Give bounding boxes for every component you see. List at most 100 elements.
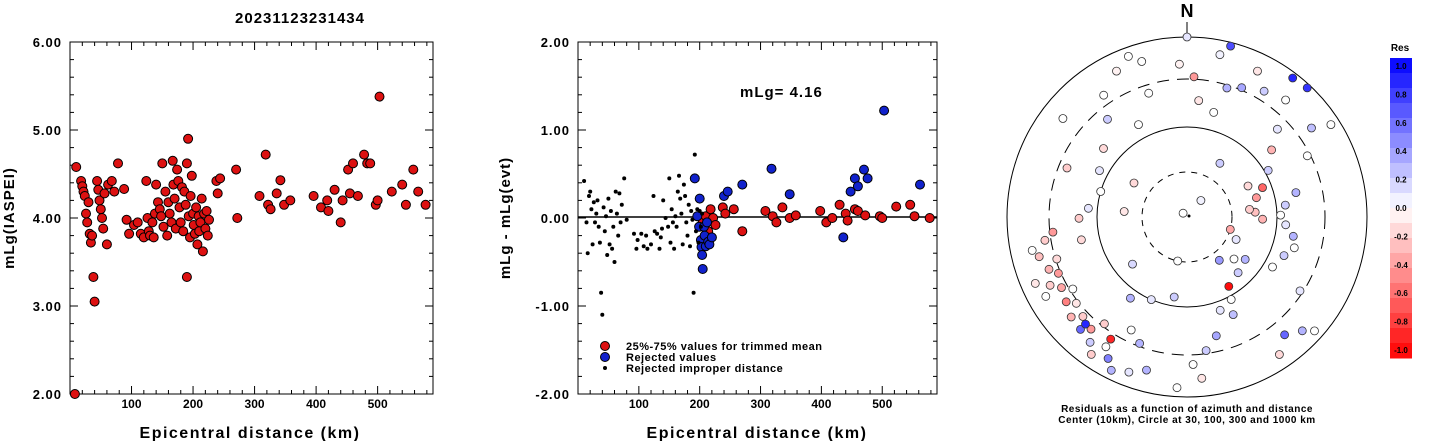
data-point-series-0 bbox=[106, 176, 117, 186]
colorbar-cell bbox=[1390, 238, 1412, 254]
residual-point bbox=[1052, 254, 1062, 264]
chart-magnitude-vs-distance: 100 200 300 400 500 2.00 3.00 4.00 5.00 6.00 Epi… bbox=[1, 35, 434, 442]
residual-point bbox=[1273, 124, 1282, 134]
residual-point bbox=[1048, 227, 1058, 237]
data-point-series-0 bbox=[260, 149, 271, 160]
data-point-series-2 bbox=[645, 246, 650, 251]
data-point-series-0 bbox=[374, 91, 385, 102]
x-tick-label: 500 bbox=[368, 397, 388, 411]
y-axis-label: mLg - mLg(evt) bbox=[497, 157, 514, 279]
residual-point bbox=[1096, 187, 1106, 196]
center-marker bbox=[1187, 214, 1191, 218]
y-tick-label: 5.00 bbox=[33, 123, 62, 138]
data-point-series-0 bbox=[408, 164, 419, 175]
data-point-series-1 bbox=[852, 181, 863, 192]
data-point-series-1 bbox=[706, 232, 717, 243]
colorbar-tick-label: 0.2 bbox=[1395, 176, 1407, 185]
data-point-series-1 bbox=[722, 186, 733, 197]
residual-point bbox=[1222, 83, 1232, 93]
data-point-series-2 bbox=[674, 224, 679, 229]
residual-point bbox=[1302, 83, 1312, 93]
residual-point bbox=[1078, 312, 1088, 321]
data-point-series-0 bbox=[204, 214, 214, 225]
residual-point bbox=[1326, 120, 1336, 129]
data-point-series-2 bbox=[607, 242, 612, 247]
residual-point bbox=[1178, 208, 1188, 218]
legend: 25%-75% values for trimmed mean Rejected… bbox=[600, 341, 822, 375]
data-point-series-2 bbox=[680, 242, 685, 247]
residual-point bbox=[1027, 245, 1037, 255]
residual-point bbox=[1263, 165, 1273, 175]
data-point-series-2 bbox=[601, 205, 606, 210]
y-tick-label: 6.00 bbox=[33, 35, 62, 50]
data-point-series-0 bbox=[124, 228, 135, 239]
colorbar-tick-label: -0.4 bbox=[1394, 261, 1408, 270]
data-point-series-0 bbox=[323, 206, 334, 216]
data-point-series-0 bbox=[197, 246, 208, 257]
residual-point bbox=[1279, 251, 1289, 261]
ring-middle bbox=[1096, 126, 1278, 308]
residual-point bbox=[1275, 350, 1284, 359]
data-point-series-0 bbox=[771, 217, 782, 228]
caption-line-2: Center (10km), Circle at 30, 100, 300 an… bbox=[1058, 415, 1315, 426]
data-point-series-0 bbox=[329, 184, 340, 195]
residual-point bbox=[1135, 338, 1144, 348]
legend-label-improper: Rejected improper distance bbox=[626, 363, 783, 375]
data-point-series-0 bbox=[215, 173, 226, 184]
x-tick-label: 300 bbox=[751, 397, 771, 411]
data-point-series-2 bbox=[611, 224, 616, 229]
residual-point bbox=[1068, 284, 1078, 294]
residual-point bbox=[1175, 59, 1184, 69]
data-point-series-2 bbox=[639, 231, 644, 236]
caption-line-1: Residuals as a function of azimuth and d… bbox=[1061, 404, 1313, 415]
x-tick-label: 100 bbox=[629, 397, 649, 411]
data-point-series-0 bbox=[322, 195, 333, 206]
residual-point bbox=[1129, 178, 1139, 188]
data-point-series-2 bbox=[672, 246, 677, 251]
legend-marker-trimmed bbox=[600, 341, 610, 351]
x-tick-label: 500 bbox=[872, 397, 892, 411]
data-point-series-0 bbox=[413, 186, 424, 197]
data-point-series-0 bbox=[181, 158, 192, 169]
residual-point bbox=[1057, 283, 1066, 293]
data-point-series-0 bbox=[156, 211, 167, 222]
data-point-series-0 bbox=[157, 158, 168, 169]
residual-point bbox=[1226, 295, 1236, 304]
residual-point bbox=[1197, 373, 1207, 383]
x-tick-label: 300 bbox=[245, 397, 265, 411]
data-point-series-0 bbox=[827, 213, 838, 223]
data-point-series-2 bbox=[590, 242, 595, 247]
data-point-series-0 bbox=[254, 191, 265, 201]
residual-point bbox=[1258, 183, 1267, 193]
data-point-series-0 bbox=[285, 195, 296, 206]
data-point-series-0 bbox=[82, 217, 93, 228]
residual-point bbox=[1295, 286, 1305, 296]
data-point-series-0 bbox=[335, 217, 346, 228]
data-point-series-0 bbox=[191, 202, 202, 213]
data-point-series-0 bbox=[97, 213, 107, 223]
residual-point bbox=[1245, 204, 1254, 214]
data-point-series-2 bbox=[596, 224, 601, 229]
residual-point bbox=[1225, 224, 1235, 234]
data-point-series-0 bbox=[815, 206, 826, 216]
residual-point bbox=[1044, 264, 1054, 274]
north-label: N bbox=[1181, 1, 1194, 21]
data-point-series-2 bbox=[655, 231, 660, 236]
data-point-series-2 bbox=[688, 244, 692, 249]
residual-point bbox=[1224, 281, 1234, 291]
data-point-series-2 bbox=[677, 173, 681, 178]
data-point-series-2 bbox=[697, 209, 702, 213]
data-point-series-1 bbox=[697, 264, 708, 274]
colorbar-title: Res bbox=[1391, 43, 1410, 54]
data-points bbox=[1027, 32, 1336, 393]
data-point-series-2 bbox=[700, 211, 705, 216]
data-point-series-2 bbox=[602, 229, 607, 234]
x-axis-label: Epicentral distance (km) bbox=[647, 425, 868, 441]
residual-point bbox=[1086, 349, 1096, 359]
data-point-series-2 bbox=[634, 246, 639, 251]
data-point-series-0 bbox=[271, 188, 282, 199]
residual-point bbox=[1310, 326, 1319, 336]
data-point-series-2 bbox=[675, 189, 680, 194]
data-point-series-2 bbox=[588, 189, 593, 194]
x-axis-label: Epicentral distance (km) bbox=[140, 425, 361, 441]
